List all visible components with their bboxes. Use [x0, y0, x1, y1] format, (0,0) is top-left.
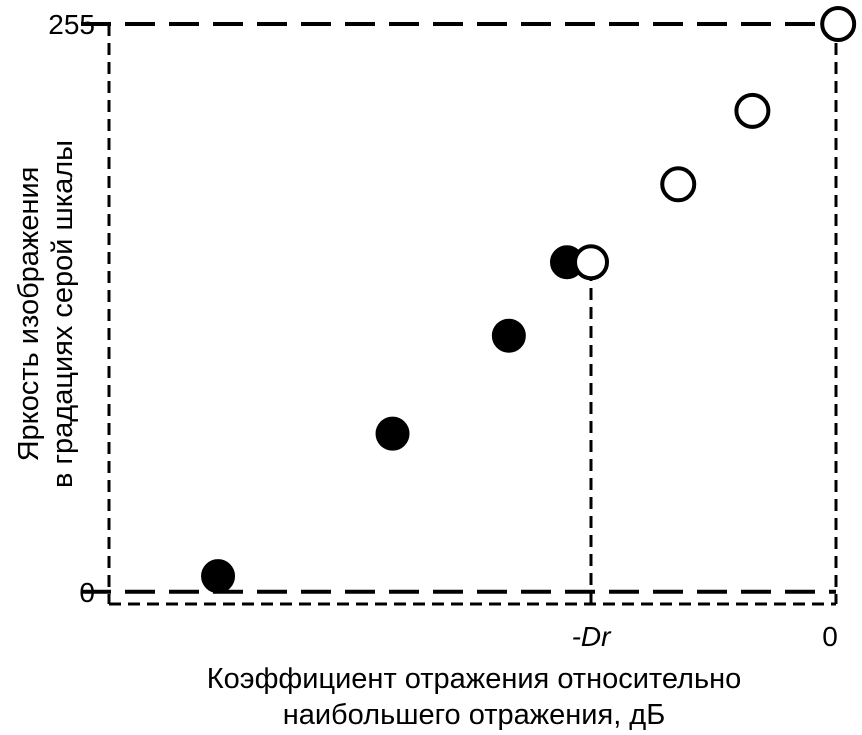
open-point-2	[660, 166, 697, 203]
filled-point-3	[491, 318, 526, 353]
plot-frame	[107, 24, 838, 606]
tick-labels: 0 255 -Dr 0	[48, 9, 838, 652]
y-axis-title-line-2: в градациях серой шкалы	[47, 140, 79, 488]
x-tick-label-2: 0	[822, 621, 838, 652]
y-tick-label-0: 0	[79, 577, 95, 608]
filled-point-2	[375, 416, 410, 451]
y-axis-title-line-1: Яркость изображения	[13, 167, 45, 462]
x-axis-title-line-2: наибольшего отражения, дБ	[283, 699, 666, 731]
y-tick-label-255: 255	[48, 9, 95, 40]
data-points	[201, 6, 857, 594]
axis-titles: Коэффициент отражения относительно наибол…	[13, 140, 741, 731]
open-point-1	[573, 244, 610, 281]
x-axis-title-line-1: Коэффициент отражения относительно	[207, 663, 741, 695]
reference-lines	[81, 22, 836, 604]
x-tick-label-1: -Dr	[572, 621, 613, 652]
open-point-3	[734, 92, 771, 129]
filled-point-1	[201, 559, 236, 594]
open-point-4	[820, 6, 857, 42]
